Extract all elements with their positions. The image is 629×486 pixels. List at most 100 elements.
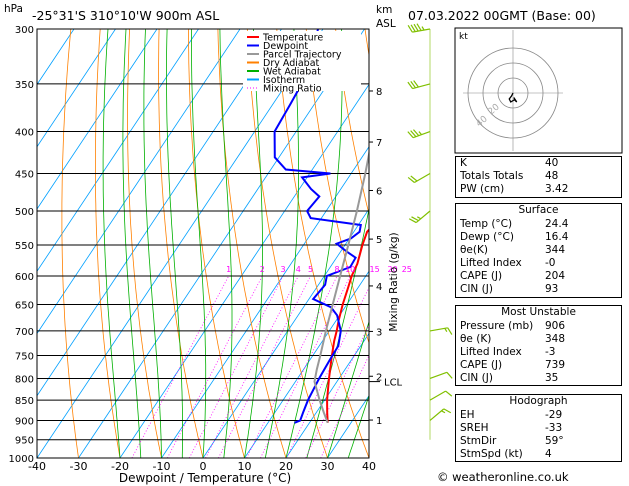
- mu-index-label: CIN (J): [460, 372, 493, 385]
- asl-label: ASL: [376, 18, 396, 30]
- km-tick-label: 7: [376, 138, 382, 149]
- pressure-tick-label: 600: [15, 272, 34, 283]
- temperature-tick-label: -10: [153, 460, 171, 473]
- dry-adiabat-line: [158, 29, 204, 458]
- hodograph-unit-label: kt: [459, 32, 468, 42]
- legend-label: Isotherm: [263, 75, 305, 86]
- mixing-ratio-label: 5: [308, 265, 313, 274]
- mu-index-value: 35: [545, 372, 559, 385]
- general-index-value: 40: [545, 157, 559, 169]
- pressure-tick-label: 500: [15, 207, 34, 218]
- mixing-ratio-axis-title: Mixing Ratio (g/kg): [388, 232, 400, 331]
- hodograph-trace: [508, 92, 518, 103]
- wind-barb-flag: [416, 23, 422, 31]
- mixing-ratio-line: [305, 324, 369, 458]
- legend-label: Wet Adiabat: [263, 67, 321, 78]
- dry-adiabat-line: [95, 29, 121, 458]
- mu-index-value: 906: [545, 319, 566, 332]
- general-index-label: PW (cm): [460, 183, 505, 196]
- wind-barb: [407, 23, 431, 33]
- wind-barb-flag: [411, 216, 419, 222]
- mixing-ratio-label: 1: [226, 265, 231, 274]
- hodo-index-value: 4: [545, 448, 552, 461]
- mixing-ratio-line: [189, 275, 284, 458]
- hodo-index-row: EH -29: [456, 409, 621, 422]
- height-unit-label: km ASL: [376, 3, 396, 31]
- general-index-row: K 40: [456, 157, 621, 170]
- hodograph-indices: Hodograph EH -29 SREH -33 StmDir 59° StmSpd (k…: [455, 394, 622, 463]
- x-axis-title: Dewpoint / Temperature (°C): [119, 471, 291, 485]
- mixing-ratio-label: 20: [387, 265, 397, 274]
- mixing-ratio-line: [205, 275, 299, 458]
- pressure-tick-label: 550: [15, 241, 34, 252]
- dewpoint-line: [273, 29, 362, 424]
- temperature-line: [326, 228, 369, 423]
- legend-label: Dry Adiabat: [263, 58, 320, 69]
- mixing-ratio-label: 3: [281, 265, 286, 274]
- legend-label: Mixing Ratio: [263, 84, 322, 95]
- temperature-tick-label: -20: [111, 460, 129, 473]
- location-title: -25°31'S 310°10'W 900m ASL: [32, 8, 220, 23]
- wind-barb-flag: [413, 23, 419, 32]
- wind-barb-half-flag: [418, 131, 422, 135]
- wet-adiabat-line: [347, 394, 369, 458]
- pressure-tick-label: 650: [15, 301, 34, 312]
- dry-adiabat-line: [61, 29, 79, 458]
- dry-adiabat-line: [335, 29, 369, 216]
- wind-barb-flag: [443, 408, 452, 414]
- temperature-tick-label: 20: [279, 460, 293, 473]
- legend-label: Parcel Trajectory: [263, 50, 342, 61]
- general-index-value: 48: [545, 170, 559, 183]
- mixing-ratio-line: [286, 286, 369, 458]
- mixing-ratio-label: 25: [402, 265, 412, 274]
- mu-index-label: CAPE (J): [460, 359, 503, 372]
- wind-barb-flag: [410, 175, 418, 182]
- surface-index-label: Dewp (°C): [460, 230, 514, 243]
- surface-index-row: CIN (J) 93: [456, 283, 621, 296]
- surface-index-value: -0: [545, 257, 556, 270]
- wind-barb-flag: [413, 80, 419, 88]
- hodo-index-row: SREH -33: [456, 422, 621, 435]
- wet-adiabat-line: [191, 29, 207, 458]
- wind-barb-flag: [407, 176, 415, 183]
- mu-index-label: Lifted Index: [460, 345, 522, 358]
- wind-barb: [407, 80, 431, 90]
- surface-index-label: Lifted Index: [460, 257, 522, 270]
- hodograph-title: Hodograph: [509, 395, 568, 407]
- wind-barb: [407, 172, 431, 183]
- km-tick-label: 4: [376, 282, 382, 293]
- datetime-title: 07.03.2022 00GMT (Base: 00): [408, 8, 596, 23]
- wind-barb-flag: [410, 130, 417, 138]
- plot-frame: [36, 28, 370, 459]
- km-tick-label: 8: [376, 87, 382, 98]
- mixing-ratio-line: [260, 275, 351, 458]
- isotherm-line: [37, 29, 199, 272]
- mixing-ratio-line: [167, 275, 263, 458]
- surface-index-row: Temp (°C) 24.4: [456, 218, 621, 231]
- surface-index-label: Temp (°C): [460, 217, 513, 230]
- wind-barb-flag: [407, 24, 413, 33]
- pressure-tick-label: 850: [15, 396, 34, 407]
- wind-barb: [429, 371, 453, 380]
- pressure-tick-label: 450: [15, 169, 34, 180]
- general-index-value: 3.42: [545, 183, 569, 196]
- surface-index-value: 93: [545, 283, 559, 296]
- temperature-tick-label: -40: [28, 460, 46, 473]
- km-tick-label: 1: [376, 416, 382, 427]
- isotherm-line: [37, 29, 282, 397]
- isotherm-line: [202, 208, 369, 458]
- mu-index-row: Pressure (mb) 906: [456, 320, 621, 333]
- wind-barb-half-flag: [444, 327, 448, 333]
- mu-index-label: θe (K): [460, 332, 492, 345]
- km-tick-label: 5: [376, 235, 382, 246]
- general-index-row: Totals Totals 48: [456, 170, 621, 183]
- axis-labels: 1 2 3 4 5 8 10 15 20 2530035040045050055060065070…: [9, 25, 412, 473]
- lcl-label: LCL: [384, 378, 403, 389]
- wind-barb: [408, 210, 431, 224]
- mu-index-row: CIN (J) 35: [456, 372, 621, 385]
- surface-index-row: Dewp (°C) 16.4: [456, 231, 621, 244]
- copyright-footer[interactable]: © weatheronline.co.uk: [437, 470, 569, 484]
- legend-box: [243, 31, 361, 91]
